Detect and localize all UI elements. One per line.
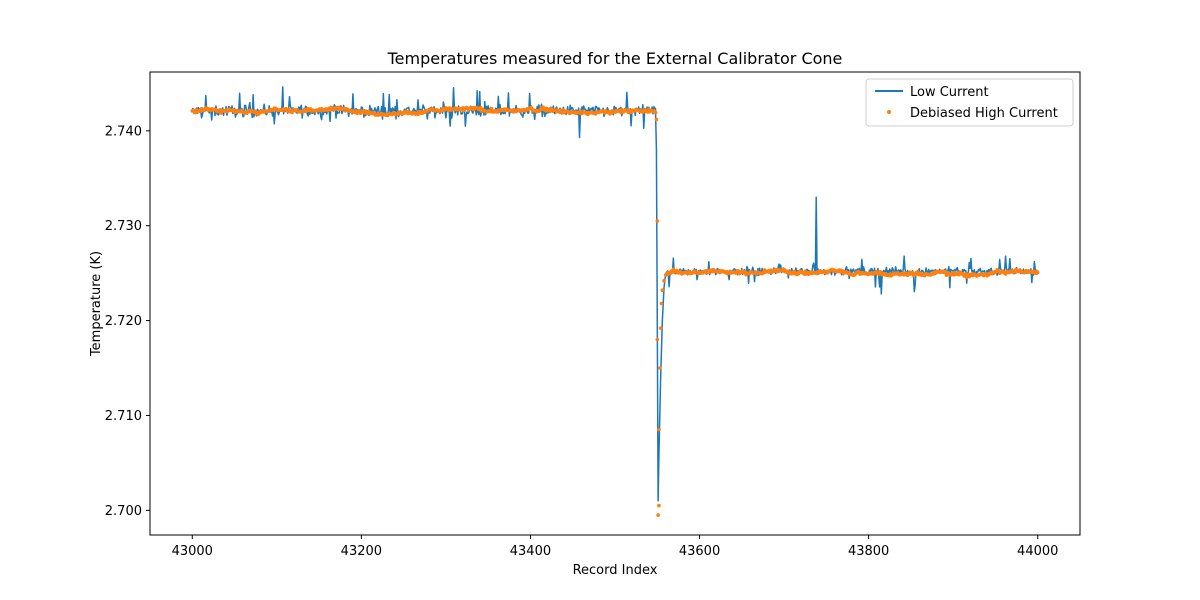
y-axis: 2.700 2.710 2.720 2.730 2.740 (105, 124, 150, 519)
y-tick-label: 2.740 (105, 124, 142, 139)
scatter-point (656, 513, 660, 517)
scatter-point (655, 337, 660, 342)
legend-box (865, 78, 1074, 127)
y-axis-label: Temperature (K) (89, 251, 104, 357)
x-tick-label: 43000 (172, 544, 213, 559)
x-tick-label: 43200 (341, 544, 382, 559)
legend-dot-swatch (887, 110, 891, 114)
scatter-point (658, 326, 663, 330)
x-tick-label: 44000 (1017, 544, 1058, 559)
y-tick-label: 2.710 (105, 409, 142, 424)
scatter-point (655, 219, 660, 223)
x-tick-label: 43800 (848, 544, 889, 559)
legend: Low Current Debiased High Current (865, 78, 1074, 127)
scatter-point (654, 117, 659, 122)
scatter-point (662, 278, 666, 283)
series-layer (190, 86, 1040, 517)
x-tick-label: 43400 (510, 544, 551, 559)
scatter-point (659, 301, 664, 306)
y-tick-label: 2.730 (105, 219, 142, 234)
legend-label-low-current: Low Current (910, 85, 989, 100)
scatter-point (1035, 270, 1040, 275)
x-axis-label: Record Index (573, 563, 658, 578)
legend-label-debiased-high-current: Debiased High Current (910, 106, 1058, 121)
scatter-point (657, 503, 661, 508)
plot-frame (149, 71, 1081, 536)
x-axis: 43000 43200 43400 43600 43800 44000 (172, 535, 1058, 559)
scatter-point (657, 427, 661, 432)
y-tick-label: 2.720 (105, 314, 142, 329)
y-tick-label: 2.700 (105, 504, 142, 519)
series-debiased-high-current (190, 105, 1040, 517)
x-tick-label: 43600 (679, 544, 720, 559)
scatter-point (658, 366, 662, 370)
scatter-point (660, 288, 665, 293)
scatter-point (653, 110, 658, 115)
chart-title: Temperatures measured for the External C… (387, 49, 843, 68)
